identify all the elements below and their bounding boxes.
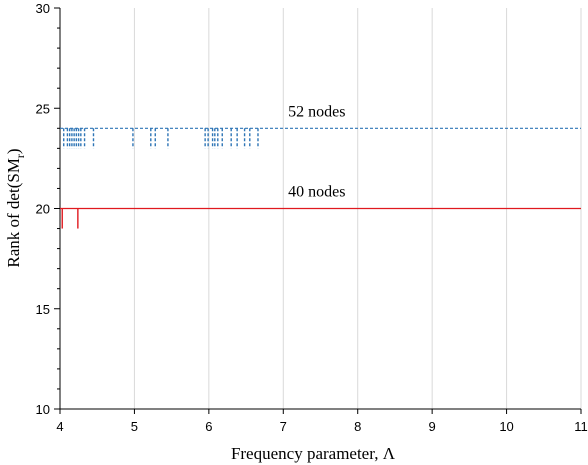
x-tick-label: 10: [499, 419, 513, 434]
annotation-label: 40 nodes: [288, 183, 345, 200]
series-52-nodes: [60, 127, 581, 149]
y-tick-label: 30: [36, 1, 50, 16]
y-tick-label: 15: [36, 302, 50, 317]
y-tick-labels: 10 15 20 25 30: [36, 1, 50, 417]
x-tick-label: 11: [574, 419, 588, 434]
y-axis-title-subscript: r: [13, 154, 27, 158]
y-axis-title-main: Rank of det(SM: [4, 158, 23, 268]
y-tick-label: 10: [36, 402, 50, 417]
series-40-nodes: [60, 207, 581, 229]
x-tick-label: 4: [56, 419, 63, 434]
x-tick-label: 8: [354, 419, 361, 434]
x-tick-label: 9: [429, 419, 436, 434]
axes: [54, 7, 582, 414]
y-axis-title-close: ): [4, 148, 23, 154]
annotations: 52 nodes 40 nodes: [288, 103, 345, 200]
y-tick-label: 20: [36, 202, 50, 217]
x-tick-labels: 4 5 6 7 8 9 10 11: [56, 419, 587, 434]
y-tick-label: 25: [36, 101, 50, 116]
series-layer: [60, 127, 581, 229]
x-tick-label: 6: [205, 419, 212, 434]
x-tick-label: 7: [280, 419, 287, 434]
y-axis-title: Rank of det(SMr): [4, 148, 27, 267]
x-axis-title: Frequency parameter, Λ: [231, 444, 396, 463]
annotation-label: 52 nodes: [288, 103, 345, 120]
x-tick-label: 5: [131, 419, 138, 434]
